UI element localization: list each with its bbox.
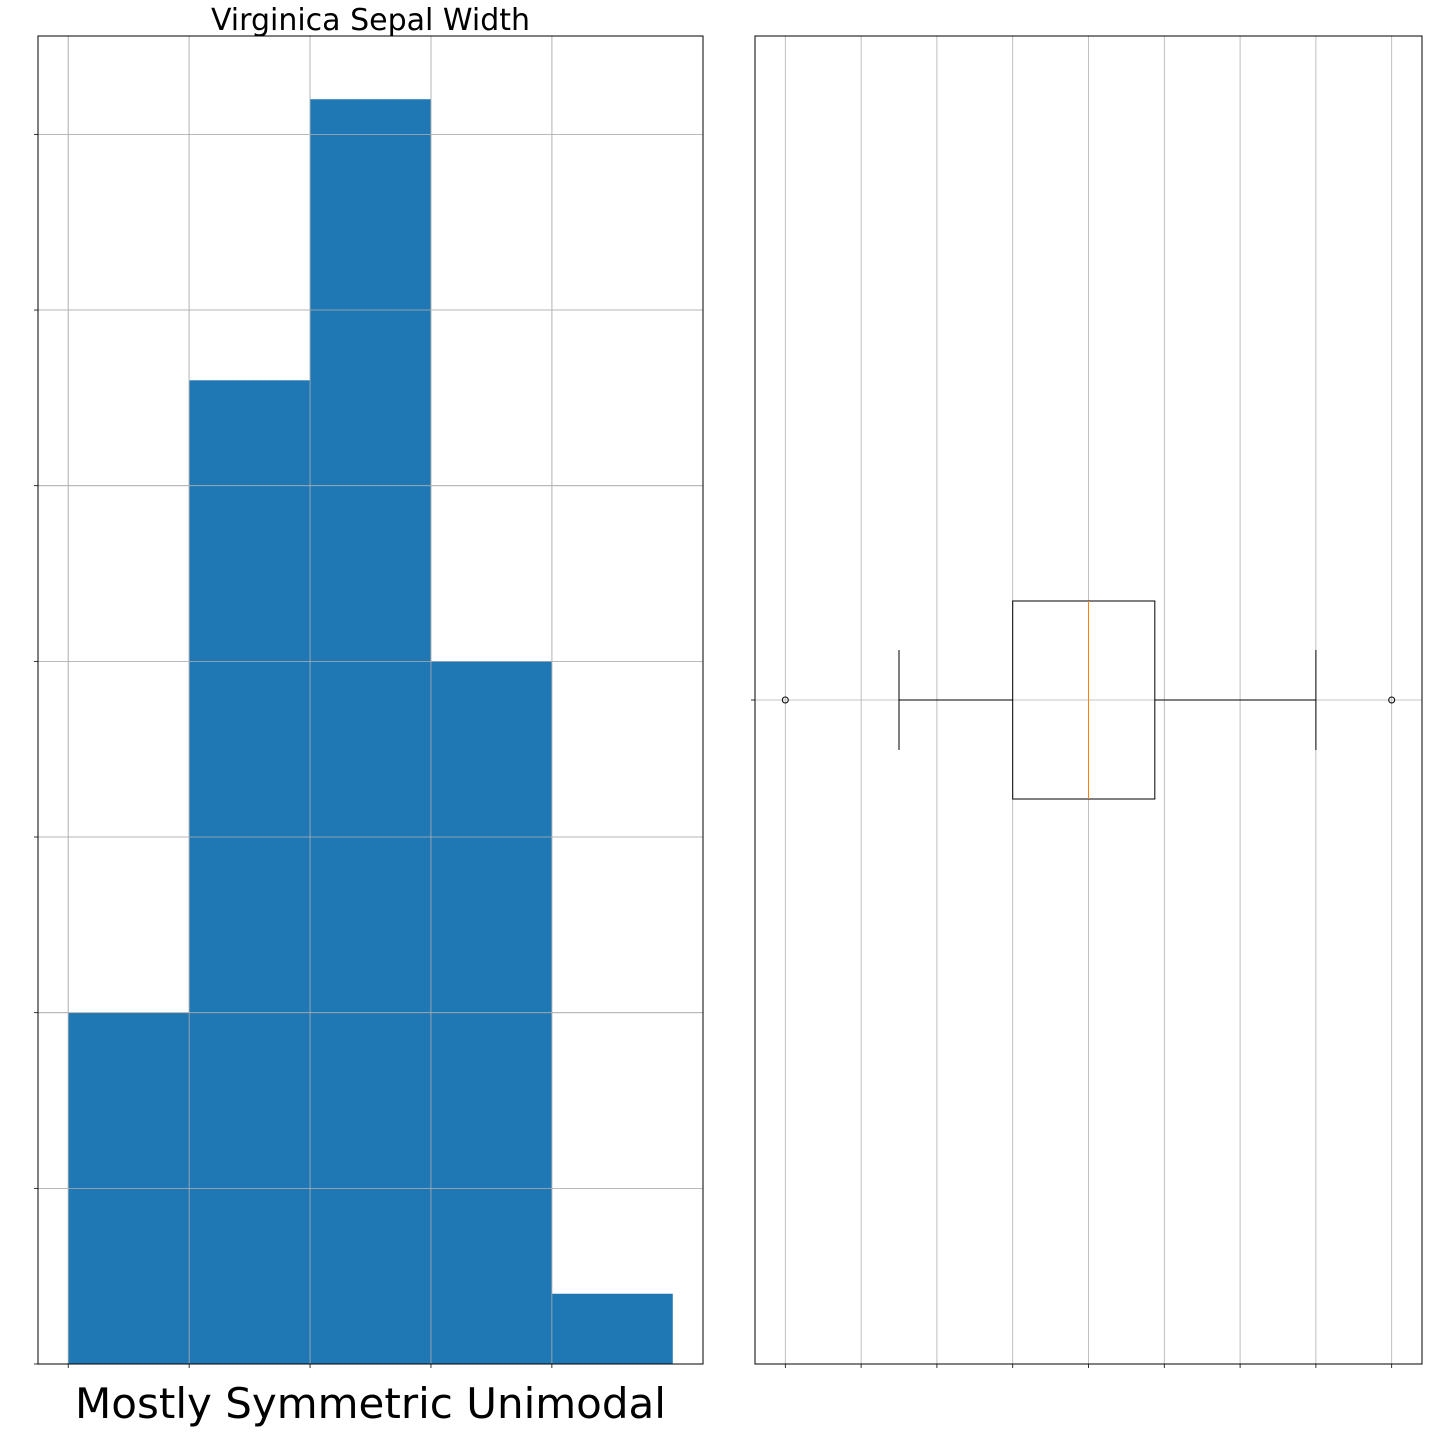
histogram-y-ticks: [34, 133, 38, 1365]
histogram-x-label: Mostly Symmetric Unimodal: [75, 1379, 666, 1428]
histogram-bar: [189, 380, 311, 1365]
histogram-panel: Virginica Sepal Width Mostly Symmetric U…: [34, 3, 704, 1428]
boxplot-marks: [781, 600, 1396, 800]
boxplot-box: [1012, 600, 1156, 800]
boxplot-x-ticks: [784, 1364, 1393, 1368]
histogram-bar: [310, 99, 431, 1365]
boxplot-panel: [751, 35, 1423, 1368]
histogram-title: Virginica Sepal Width: [211, 3, 530, 38]
histogram-axes-frame: [37, 35, 704, 1365]
histogram-bar: [551, 1293, 673, 1364]
boxplot-outlier-point: [1388, 696, 1396, 704]
boxplot-outlier-point: [781, 696, 789, 704]
histogram-x-ticks: [67, 1364, 553, 1368]
